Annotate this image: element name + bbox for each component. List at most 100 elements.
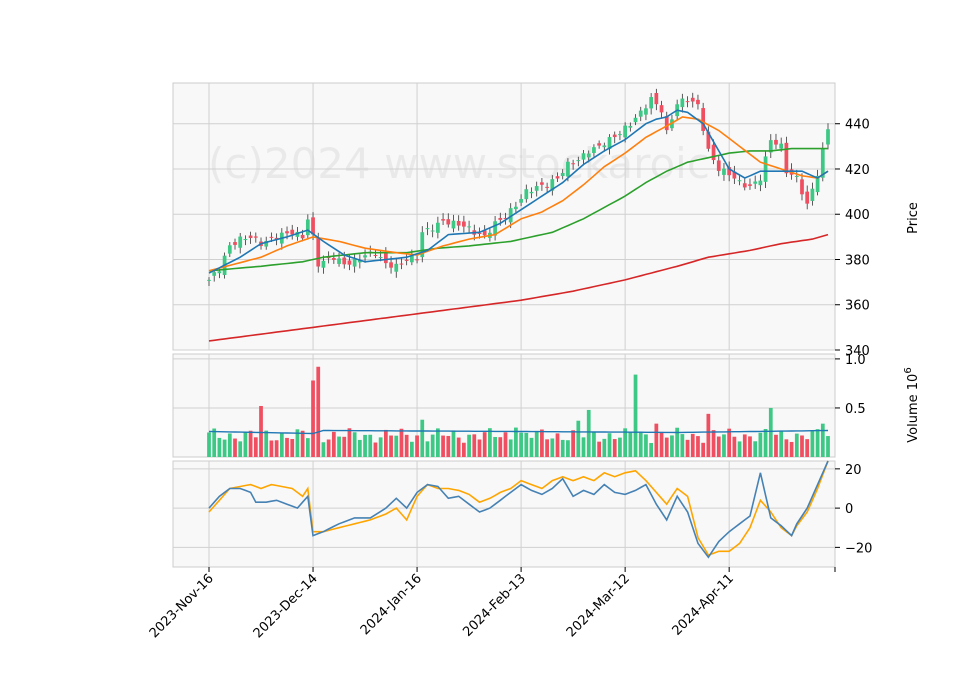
candle-up bbox=[633, 117, 638, 123]
candle-down bbox=[342, 257, 347, 265]
candle-up bbox=[737, 180, 742, 182]
candle-down bbox=[389, 262, 393, 268]
volume-bar bbox=[331, 431, 336, 457]
indicator-lines bbox=[208, 109, 829, 559]
candle-down bbox=[540, 182, 544, 185]
volume-bar bbox=[540, 429, 544, 457]
volume-bar bbox=[779, 430, 784, 457]
candle-up bbox=[763, 156, 768, 182]
ma-mid-line bbox=[208, 116, 829, 272]
price-y-tick-label: 360 bbox=[845, 299, 870, 314]
candle-up bbox=[363, 255, 367, 258]
volume-bar bbox=[623, 428, 628, 457]
volume-bar bbox=[524, 432, 529, 457]
volume-y-tick-label: 0.5 bbox=[845, 402, 866, 417]
volume-bar bbox=[680, 434, 685, 457]
candle-up bbox=[305, 219, 310, 236]
candle-up bbox=[529, 191, 534, 194]
price-panel bbox=[172, 82, 836, 351]
candle-up bbox=[560, 172, 565, 177]
price-y-tick-label: 400 bbox=[845, 208, 870, 223]
volume-bar bbox=[456, 437, 461, 457]
volume-bar bbox=[597, 441, 601, 457]
volume-bar bbox=[493, 436, 497, 457]
volume-bar bbox=[581, 437, 586, 457]
candle-up bbox=[618, 134, 622, 136]
candle-down bbox=[482, 230, 487, 236]
candle-up bbox=[586, 153, 591, 158]
candle-up bbox=[566, 161, 570, 177]
x-tick-label: 2024-Mar-12 bbox=[564, 571, 633, 640]
volume-bar bbox=[815, 429, 820, 457]
volume-bar bbox=[716, 436, 721, 457]
candle-down bbox=[248, 235, 253, 239]
volume-bar bbox=[649, 443, 654, 457]
price-y-tick-label: 340 bbox=[845, 344, 870, 359]
candle-up bbox=[217, 271, 222, 274]
candle-down bbox=[415, 259, 419, 261]
candle-down bbox=[269, 236, 274, 238]
volume-bar bbox=[404, 434, 409, 457]
x-tick-label: 2023-Dec-14 bbox=[251, 571, 321, 641]
volume-bar bbox=[706, 413, 711, 457]
candle-down bbox=[373, 255, 378, 257]
candle-down bbox=[456, 221, 461, 226]
volume-bar bbox=[670, 435, 674, 457]
volume-bar bbox=[363, 434, 367, 457]
volume-bar bbox=[545, 439, 549, 457]
candle-down bbox=[800, 179, 804, 195]
volume-bar bbox=[826, 436, 830, 457]
candle-down bbox=[446, 219, 451, 225]
volume-bar bbox=[571, 430, 575, 457]
volume-bar bbox=[654, 423, 659, 457]
volume-bar bbox=[462, 442, 466, 457]
volume-bar bbox=[269, 440, 274, 457]
volume-bar bbox=[264, 430, 269, 457]
volume-bar bbox=[394, 435, 399, 457]
candle-up bbox=[810, 188, 815, 201]
candle-up bbox=[758, 180, 763, 186]
ma-200-line bbox=[208, 233, 829, 342]
volume-bar bbox=[758, 432, 763, 457]
candle-down bbox=[477, 232, 482, 235]
volume-bar bbox=[727, 428, 732, 457]
volume-bar bbox=[217, 437, 222, 457]
volume-bar bbox=[290, 438, 295, 457]
candle-up bbox=[638, 110, 643, 117]
candle-down bbox=[331, 258, 336, 260]
candle-up bbox=[623, 125, 628, 138]
volume-bar bbox=[737, 441, 742, 457]
volume-bar bbox=[357, 439, 362, 457]
candle-up bbox=[227, 245, 232, 254]
candle-down bbox=[571, 163, 575, 165]
volume-bar bbox=[560, 439, 565, 457]
volume-bar bbox=[233, 438, 237, 457]
volume-bar bbox=[420, 419, 425, 457]
volume-bar bbox=[373, 442, 378, 457]
candle-down bbox=[696, 99, 700, 105]
volume-axis-label: Volume 106 bbox=[903, 367, 921, 442]
volume-bar bbox=[763, 428, 768, 457]
candle-down bbox=[706, 131, 711, 149]
volume-bar bbox=[342, 436, 347, 457]
candle-down bbox=[748, 184, 752, 186]
osc-fast-line bbox=[208, 460, 829, 559]
volume-bar bbox=[415, 435, 419, 457]
volume-bar bbox=[436, 428, 440, 457]
volume-bar bbox=[701, 442, 706, 457]
volume-bar bbox=[352, 432, 357, 457]
volume-bar bbox=[550, 438, 555, 457]
candle-up bbox=[779, 143, 784, 149]
price-axis-label: Price bbox=[906, 202, 921, 234]
candle-down bbox=[383, 253, 388, 264]
candle-down bbox=[685, 101, 690, 103]
volume-bar bbox=[664, 437, 669, 457]
volume-bar bbox=[592, 431, 596, 457]
candle-up bbox=[649, 97, 654, 109]
candle-down bbox=[300, 234, 305, 239]
candle-down bbox=[597, 143, 601, 146]
osc-y-tick-label: −20 bbox=[845, 541, 872, 556]
volume-bar bbox=[820, 423, 825, 457]
volume-bar bbox=[638, 432, 643, 457]
